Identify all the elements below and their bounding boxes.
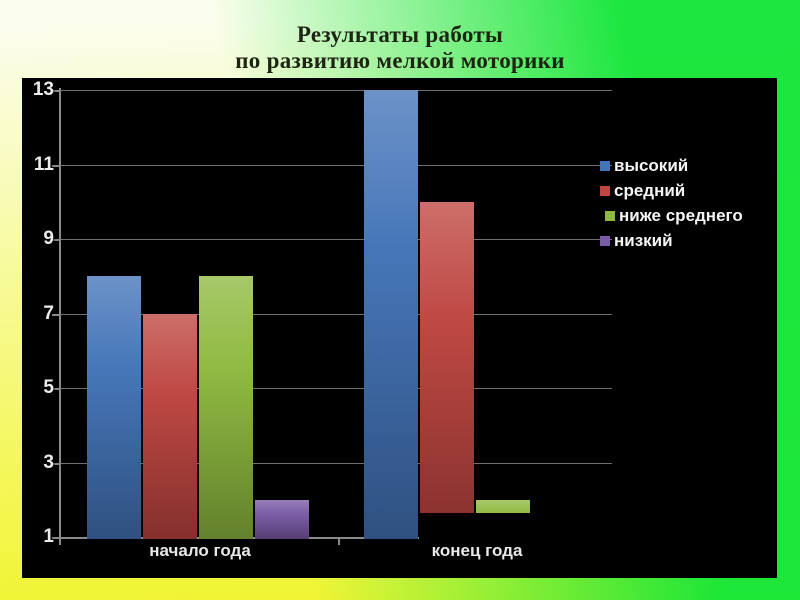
title-line-2: по развитию мелкой моторики (235, 48, 565, 73)
y-axis-line (59, 88, 61, 539)
plot-area: 1 3 5 7 9 11 13 начало года конец года (22, 78, 777, 578)
x-axis-line (59, 537, 617, 539)
category-label: начало года (149, 541, 251, 560)
y-tick-label: 1 (43, 526, 54, 547)
legend-label: средний (614, 180, 686, 200)
legend-marker (605, 210, 615, 221)
legend-marker (600, 235, 610, 246)
gridline (59, 314, 612, 315)
y-tick-label: 9 (43, 228, 54, 249)
legend-item: высокий (600, 153, 743, 178)
gridline (59, 463, 612, 464)
y-tick-label: 7 (43, 303, 54, 324)
y-axis-tick (52, 463, 59, 465)
axis-cover-box (419, 513, 619, 540)
chart-panel: 1 3 5 7 9 11 13 начало года конец года высокий ср… (22, 78, 777, 578)
gridline (59, 239, 612, 240)
bar-s1-c1 (420, 202, 474, 539)
legend-marker (600, 160, 610, 171)
legend-item: средний (600, 178, 743, 203)
y-axis-tick (52, 165, 59, 167)
title-line-1: Результаты работы (296, 22, 504, 47)
y-tick-label: 11 (33, 154, 54, 175)
y-tick-label: 5 (43, 377, 54, 398)
y-axis-tick (52, 388, 59, 390)
y-tick-label: 13 (32, 79, 54, 100)
y-axis-tick (52, 90, 59, 92)
gridline (59, 165, 612, 166)
legend-item: ниже среднего (605, 203, 743, 228)
bar-s2-c0 (199, 276, 253, 539)
slide-title: Результаты работы по развитию мелкой мот… (0, 22, 800, 74)
legend-item: низкий (600, 228, 743, 253)
legend-label: высокий (614, 155, 689, 175)
bar-s0-c0 (87, 276, 141, 539)
gridline (59, 90, 612, 91)
y-axis-tick (52, 537, 59, 539)
legend-marker (600, 185, 610, 196)
legend-label: ниже среднего (619, 205, 743, 225)
y-axis-tick (52, 314, 59, 316)
category-label: конец года (431, 541, 523, 560)
legend-label: низкий (614, 230, 673, 250)
x-axis-tick (59, 539, 61, 545)
y-axis-tick (52, 239, 59, 241)
bar-s3-c0 (255, 500, 309, 539)
x-axis-tick (338, 539, 340, 545)
gridline (59, 388, 612, 389)
chart-legend: высокий средний ниже среднего низкий (600, 153, 743, 253)
y-tick-label: 3 (43, 452, 54, 473)
bar-s0-c1 (364, 90, 418, 539)
bar-s1-c0 (143, 314, 197, 539)
